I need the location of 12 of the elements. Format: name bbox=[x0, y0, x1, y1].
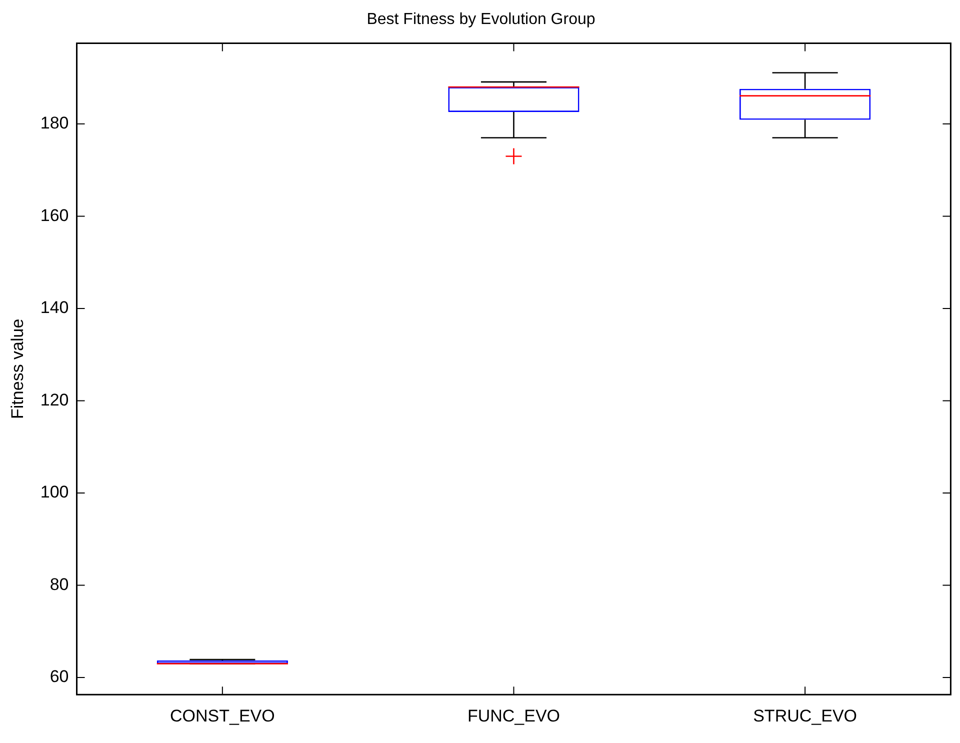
y-tick-label: 60 bbox=[50, 667, 69, 686]
y-axis-title: Fitness value bbox=[8, 318, 27, 419]
y-tick-label: 100 bbox=[40, 482, 69, 502]
x-tick-label: STRUC_EVO bbox=[753, 706, 858, 726]
x-tick-label: CONST_EVO bbox=[170, 706, 275, 726]
y-tick-label: 160 bbox=[40, 206, 69, 225]
x-tick-label: FUNC_EVO bbox=[467, 706, 560, 726]
chart-title: Best Fitness by Evolution Group bbox=[366, 11, 596, 28]
y-tick-label: 180 bbox=[40, 114, 69, 133]
y-tick-label: 120 bbox=[40, 390, 69, 410]
y-tick-label: 80 bbox=[50, 574, 69, 594]
y-tick-label: 140 bbox=[40, 298, 69, 318]
